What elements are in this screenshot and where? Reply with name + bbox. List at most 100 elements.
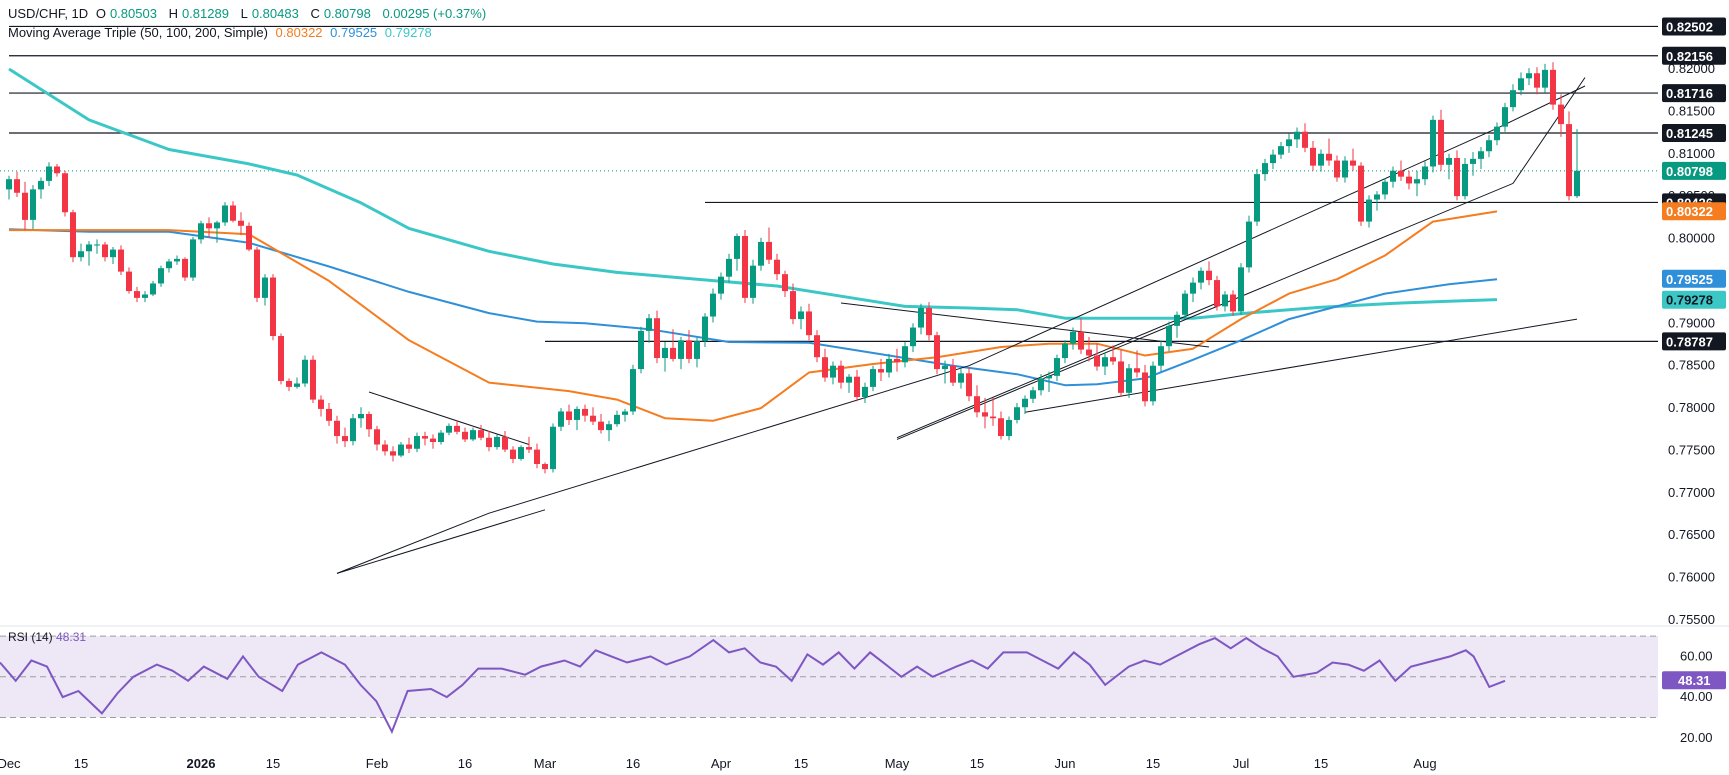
candle <box>174 255 180 265</box>
candle-body <box>206 223 212 229</box>
candle-body <box>534 449 540 465</box>
candle <box>30 185 36 230</box>
candle-body <box>1350 160 1356 166</box>
candle <box>526 436 532 454</box>
last-price-tag-bg <box>1662 161 1726 180</box>
candle <box>958 369 964 389</box>
candle-body <box>670 347 676 359</box>
y-tick-label: 0.78500 <box>1668 358 1715 373</box>
candle <box>1470 152 1476 176</box>
candle <box>382 440 388 456</box>
candle <box>310 355 316 403</box>
rsi-header-value: 48.31 <box>56 630 87 644</box>
candle <box>878 358 884 381</box>
candle <box>614 410 620 427</box>
x-tick-label: Jun <box>1055 756 1076 771</box>
candle-body <box>590 415 596 422</box>
candle <box>1126 363 1132 398</box>
candle <box>1510 84 1516 112</box>
candle <box>1110 345 1116 365</box>
candle-body <box>406 444 412 449</box>
candle <box>582 404 588 422</box>
candle <box>982 397 988 429</box>
candle-body <box>1070 331 1076 344</box>
candle <box>1070 327 1076 350</box>
candle-body <box>894 358 900 363</box>
candle-body <box>1246 221 1252 268</box>
candle <box>1086 336 1092 362</box>
rsi-band <box>0 636 1658 718</box>
candle <box>158 265 164 287</box>
candle <box>1334 155 1340 182</box>
candle <box>766 227 772 264</box>
candle <box>942 360 948 384</box>
candle <box>1382 178 1388 200</box>
candle <box>46 162 52 186</box>
candle-body <box>1286 139 1292 147</box>
candle-body <box>1142 372 1148 402</box>
candle <box>1518 72 1524 96</box>
candle <box>14 171 20 198</box>
candle-body <box>950 365 956 383</box>
candle <box>230 201 236 223</box>
candle-body <box>462 431 468 440</box>
candle-body <box>654 318 660 359</box>
candle-body <box>494 436 500 448</box>
x-tick-label: 15 <box>266 756 280 771</box>
candle <box>1238 263 1244 315</box>
x-tick-label: Feb <box>366 756 388 771</box>
candle-body <box>326 408 332 421</box>
candle <box>206 217 212 238</box>
candle <box>1078 318 1084 354</box>
candle <box>54 163 60 177</box>
rsi-header: RSI (14) 48.31 <box>8 630 86 644</box>
candle-body <box>150 283 156 295</box>
x-tick-label: 16 <box>458 756 472 771</box>
candle-body <box>1478 151 1484 159</box>
candle <box>902 341 908 368</box>
x-tick-label: Jul <box>1233 756 1250 771</box>
candle-body <box>70 212 76 258</box>
candle-body <box>958 373 964 383</box>
candle-body <box>302 359 308 384</box>
candle <box>846 374 852 393</box>
candle-body <box>766 241 772 260</box>
candle <box>1054 354 1060 381</box>
candle <box>342 427 348 448</box>
candle-body <box>510 449 516 459</box>
candle <box>86 241 92 266</box>
candle-body <box>1302 131 1308 148</box>
candle-body <box>814 335 820 358</box>
candle-body <box>1198 270 1204 283</box>
candle <box>1422 161 1428 186</box>
candle <box>1046 371 1052 392</box>
candle-body <box>86 244 92 252</box>
candle-body <box>158 268 164 284</box>
level-tag-bg <box>1662 17 1726 36</box>
candle <box>1254 169 1260 226</box>
y-tick-label: 0.76000 <box>1668 570 1715 585</box>
candle <box>918 303 924 335</box>
candle-body <box>118 249 124 272</box>
candle <box>406 437 412 454</box>
candle <box>1398 160 1404 181</box>
x-tick-label: 15 <box>1314 756 1328 771</box>
candle <box>1270 149 1276 170</box>
candle-body <box>1438 119 1444 165</box>
candle-body <box>1206 270 1212 281</box>
candle-body <box>926 308 932 336</box>
candle-body <box>214 222 220 229</box>
y-tick-label: 0.76500 <box>1668 527 1715 542</box>
candle <box>1406 170 1412 190</box>
candle-body <box>382 444 388 452</box>
candle-body <box>1030 390 1036 399</box>
candle <box>1462 158 1468 200</box>
candle-body <box>334 420 340 437</box>
candle-body <box>694 341 700 359</box>
candle-body <box>758 241 764 266</box>
candle-body <box>374 429 380 445</box>
candle-body <box>502 436 508 450</box>
candle-body <box>1150 365 1156 402</box>
candle-body <box>1126 368 1132 393</box>
